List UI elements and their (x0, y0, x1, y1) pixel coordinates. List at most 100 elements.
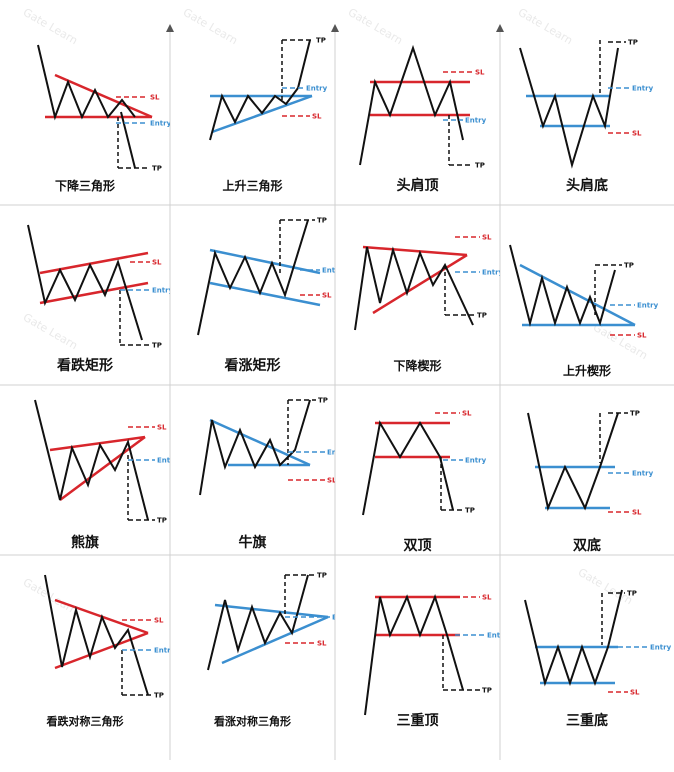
entry-label: Entry (152, 287, 170, 295)
price-path (354, 246, 474, 331)
tp-label: TP (624, 262, 634, 270)
price-path (509, 244, 616, 327)
price-path (27, 224, 143, 341)
pattern-title: 上升楔形 (563, 363, 611, 378)
tp-label: TP (317, 572, 327, 580)
bullish-symmetrical-triangle-diagram: TPEntrySL看涨对称三角形 (207, 572, 354, 728)
entry-label: Entry (632, 85, 654, 93)
sl-label: SL (327, 477, 335, 485)
tp-label: TP (317, 217, 327, 225)
falling-wedge-diagram: SL Entry TP 下降楔形 (354, 234, 504, 373)
price-path (519, 47, 619, 169)
bull-flag-diagram: TP Entry SL 牛旗 (199, 397, 349, 551)
sl-label: SL (154, 617, 164, 625)
pattern-title: 头肩顶 (397, 177, 439, 194)
pattern-head-and-shoulders-top: SL Entry TP 头肩顶 (335, 0, 500, 205)
price-path (207, 574, 309, 671)
entry-label: Entry (465, 117, 487, 125)
entry-label: Entry (322, 267, 335, 275)
sl-label: SL (312, 113, 322, 121)
pattern-bullish-symmetrical-triangle: TPEntrySL看涨对称三角形 (170, 555, 354, 768)
red-trendline (362, 245, 468, 257)
price-path (120, 111, 136, 169)
pattern-bearish-symmetrical-triangle: SL Entry TP 看跌对称三角形 (0, 555, 176, 768)
tp-label: TP (482, 687, 492, 695)
price-path (34, 399, 149, 521)
red-trendline (59, 435, 146, 502)
entry-label: Entry (637, 302, 659, 310)
pattern-bullish-rectangle: TP Entry SL 看涨矩形 (170, 205, 344, 385)
sl-label: SL (475, 69, 485, 77)
head-and-shoulders-bottom-diagram: TP Entry SL 头肩底 (519, 39, 654, 194)
pattern-title: 上升三角形 (222, 178, 282, 193)
price-path (359, 44, 464, 166)
blue-trendline (221, 615, 329, 665)
pattern-falling-wedge: SL Entry TP 下降楔形 (335, 205, 504, 385)
sl-label: SL (322, 292, 332, 300)
ascending-triangle-diagram: TP Entry SL 上升三角形 (209, 37, 328, 193)
bearish-symmetrical-triangle-diagram: SL Entry TP 看跌对称三角形 (44, 574, 176, 728)
entry-label: Entry (650, 644, 672, 652)
red-trendline (54, 631, 149, 670)
tp-label: TP (475, 162, 485, 170)
entry-label: Entry (306, 85, 328, 93)
sl-label: SL (157, 424, 167, 432)
triple-bottom-diagram: TP Entry SL 三重底 (524, 589, 672, 729)
pattern-title: 三重底 (566, 712, 608, 729)
pattern-title: 熊旗 (71, 534, 99, 551)
bullish-rectangle-diagram: TP Entry SL 看涨矩形 (197, 217, 344, 374)
double-top-diagram: SL Entry TP 双顶 (362, 410, 487, 554)
tp-label: TP (152, 342, 162, 350)
pattern-title: 下降三角形 (55, 178, 115, 193)
triple-top-diagram: SL Entry TP 三重顶 (364, 594, 509, 729)
sl-label: SL (632, 509, 642, 517)
price-path (197, 219, 309, 336)
pattern-head-and-shoulders-bottom: TP Entry SL 头肩底 (500, 0, 674, 205)
tp-label: TP (157, 517, 167, 525)
tp-label: TP (477, 312, 487, 320)
pattern-title: 看涨矩形 (224, 357, 281, 374)
pattern-title: 双顶 (404, 538, 432, 554)
tp-label: TP (630, 410, 640, 418)
pattern-bear-flag: SL Entry TP 熊旗 (0, 385, 179, 555)
pattern-rising-wedge: TP Entry SL 上升楔形 (500, 205, 674, 385)
price-path (209, 39, 311, 141)
pattern-title: 头肩底 (566, 177, 608, 194)
tp-label: TP (318, 397, 328, 405)
sl-label: SL (152, 259, 162, 267)
bearish-rectangle-diagram: SL Entry TP 看跌矩形 (27, 224, 174, 374)
blue-trendline (209, 418, 311, 467)
tp-label: TP (628, 39, 638, 47)
pattern-double-top: SL Entry TP 双顶 (335, 385, 500, 555)
pattern-triple-bottom: TP Entry SL 三重底 (500, 555, 674, 768)
red-trendline (39, 251, 149, 275)
price-path (364, 594, 464, 716)
sl-label: SL (482, 234, 492, 242)
rising-wedge-diagram: TP Entry SL 上升楔形 (509, 244, 659, 378)
pattern-descending-triangle: SL Entry TP 下降三角形 (0, 0, 172, 205)
entry-label: Entry (157, 457, 170, 465)
pattern-ascending-triangle: TP Entry SL 上升三角形 (170, 0, 335, 205)
pattern-title: 牛旗 (239, 534, 267, 551)
pattern-title: 看跌对称三角形 (47, 714, 124, 728)
sl-label: SL (630, 689, 640, 697)
entry-label: Entry (327, 449, 335, 457)
pattern-title: 双底 (573, 537, 601, 554)
pattern-title: 下降楔形 (393, 358, 441, 373)
entry-label: Entry (465, 457, 487, 465)
pattern-title: 看涨对称三角形 (214, 714, 291, 728)
bear-flag-diagram: SL Entry TP 熊旗 (34, 399, 179, 551)
blue-trendline (519, 263, 636, 327)
pattern-bull-flag: TP Entry SL 牛旗 (170, 385, 349, 555)
axis-arrow (331, 24, 339, 32)
price-path (524, 589, 623, 687)
price-path (362, 420, 454, 516)
red-trendline (39, 281, 149, 305)
pattern-title: 三重顶 (397, 712, 439, 729)
pattern-double-bottom: TP Entry SL 双底 (500, 385, 674, 555)
blue-trendline (209, 281, 321, 307)
sl-label: SL (317, 640, 327, 648)
red-trendline (372, 253, 468, 315)
